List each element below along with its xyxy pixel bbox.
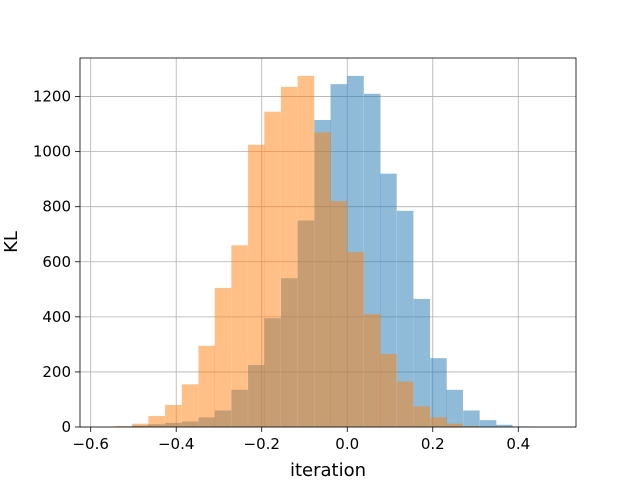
x-tick-label: −0.4 bbox=[158, 435, 194, 453]
x-tick-label: 0.2 bbox=[421, 435, 445, 453]
y-tick-label: 0 bbox=[61, 418, 71, 436]
histogram-bar bbox=[347, 252, 364, 427]
histogram-bar bbox=[330, 201, 348, 427]
histogram-bar bbox=[396, 381, 414, 427]
y-tick-label: 200 bbox=[42, 363, 71, 381]
histogram-bar bbox=[430, 358, 447, 427]
histogram-bar bbox=[479, 420, 497, 427]
histogram-bars bbox=[115, 75, 530, 428]
histogram-bar bbox=[198, 345, 215, 427]
histogram-bar bbox=[413, 298, 431, 427]
x-tick-label: −0.6 bbox=[72, 435, 108, 453]
histogram-bar bbox=[413, 406, 431, 427]
y-axis-ticks: 0 200 400 600 800 1000 1200 bbox=[33, 88, 80, 436]
histogram-bar bbox=[297, 75, 315, 427]
histogram-bar bbox=[132, 423, 149, 427]
y-tick-label: 1000 bbox=[33, 143, 71, 161]
plot-area-frame bbox=[79, 57, 577, 428]
histogram-bar bbox=[165, 404, 182, 427]
histogram-bar bbox=[181, 384, 199, 427]
histogram-bar bbox=[280, 86, 298, 427]
histogram-bar bbox=[264, 111, 281, 428]
histogram-bar bbox=[446, 389, 463, 427]
histogram-bar bbox=[430, 417, 447, 427]
x-tick-label: −0.2 bbox=[244, 435, 280, 453]
y-tick-label: 1200 bbox=[33, 88, 71, 106]
x-tick-label: 0.4 bbox=[506, 435, 530, 453]
histogram-bar bbox=[314, 132, 331, 427]
histogram-bar bbox=[231, 245, 248, 427]
histogram-bar bbox=[214, 287, 232, 427]
y-tick-label: 600 bbox=[42, 253, 71, 271]
x-tick-label: 0.0 bbox=[335, 435, 359, 453]
histogram-bar bbox=[363, 314, 381, 427]
histogram-bar bbox=[248, 144, 265, 427]
histogram-bar bbox=[496, 424, 513, 427]
histogram-bar bbox=[463, 426, 480, 427]
x-axis-label: iteration bbox=[290, 460, 366, 480]
y-axis-label: KL bbox=[1, 231, 22, 253]
series-1-bars bbox=[115, 75, 480, 428]
histogram-bar bbox=[115, 426, 133, 427]
histogram-bar bbox=[463, 410, 480, 427]
y-tick-label: 400 bbox=[42, 308, 71, 326]
histogram-bar bbox=[148, 415, 165, 427]
x-axis-ticks: −0.6 −0.4 −0.2 0.0 0.2 0.4 bbox=[72, 427, 530, 453]
histogram-bar bbox=[396, 210, 414, 427]
y-tick-label: 800 bbox=[42, 198, 71, 216]
histogram-bar bbox=[446, 423, 463, 427]
histogram-bar bbox=[380, 354, 397, 427]
